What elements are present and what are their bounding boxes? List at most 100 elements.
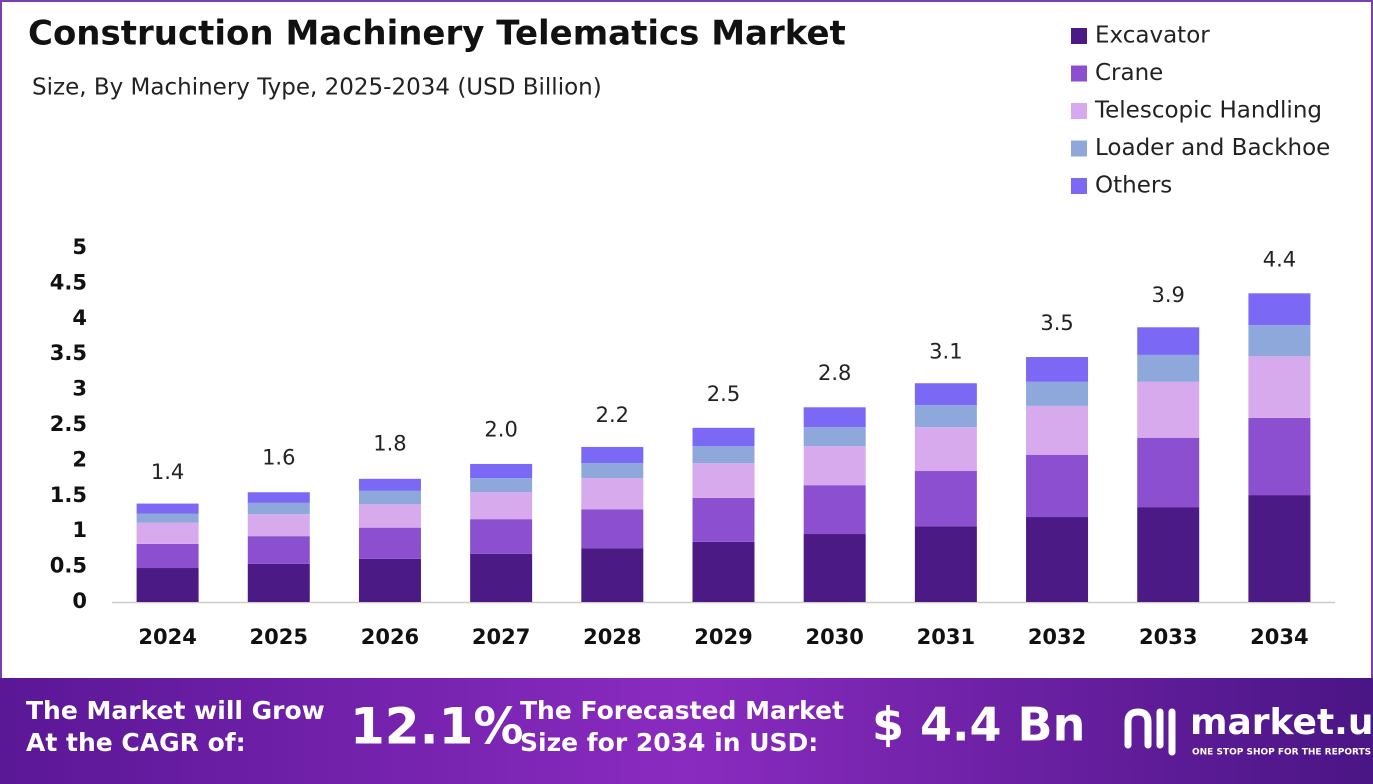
chart-title: Construction Machinery Telematics Market (28, 14, 846, 54)
x-tick-label: 2028 (583, 625, 641, 649)
footer-band (0, 678, 1373, 784)
bar-segment (1137, 507, 1200, 602)
bar-segment (581, 509, 644, 549)
cagr-text: At the CAGR of: (26, 728, 246, 757)
x-tick-label: 2027 (472, 625, 530, 649)
bar-segment (1137, 381, 1200, 438)
legend-swatch (1071, 103, 1087, 119)
legend-swatch (1071, 178, 1087, 194)
bar-segment (1026, 454, 1089, 518)
logo-icon (1124, 708, 1176, 756)
bar-segment (581, 446, 644, 464)
bar-segment (358, 490, 421, 505)
bar-segment (803, 534, 866, 602)
bar-segment (1137, 327, 1200, 355)
tagline: ONE STOP SHOP FOR THE REPORTS (1192, 748, 1371, 758)
total-label: 2.5 (707, 382, 740, 406)
total-label: 1.8 (373, 432, 406, 456)
bar-segment (247, 563, 310, 602)
bar-segment (470, 553, 533, 602)
bar-segment (692, 463, 755, 498)
y-tick-label: 0 (72, 589, 87, 613)
bar-segment (914, 383, 977, 406)
x-tick-label: 2034 (1250, 625, 1308, 649)
bar-segment (358, 504, 421, 528)
legend-swatch (1071, 28, 1087, 44)
y-tick-label: 4.5 (50, 270, 87, 294)
bar-segment (914, 526, 977, 602)
bar-segment (581, 463, 644, 479)
bar-segment (692, 446, 755, 464)
bar-segment (247, 502, 310, 515)
total-label: 3.5 (1040, 311, 1073, 335)
bar-segment (803, 427, 866, 447)
bar-segment (247, 492, 310, 503)
bar-segment (581, 548, 644, 602)
forecast-value: $ 4.4 Bn (872, 698, 1085, 752)
legend-label: Others (1095, 173, 1172, 199)
bar-segment (358, 527, 421, 559)
total-label: 3.9 (1152, 283, 1185, 307)
bar-segment (1248, 293, 1311, 326)
bar-segment (1026, 517, 1089, 602)
bar-segment (803, 485, 866, 535)
bar-segment (470, 478, 533, 493)
total-label: 1.6 (262, 446, 295, 470)
bar-segment (1137, 354, 1200, 382)
bar-segment (914, 471, 977, 527)
cagr-text: The Market will Grow (26, 696, 325, 725)
bar-segment (470, 463, 533, 479)
total-label: 2.2 (596, 403, 629, 427)
cagr-value: 12.1% (350, 698, 523, 756)
bar-segment (358, 478, 421, 491)
total-label: 4.4 (1263, 247, 1296, 271)
x-tick-label: 2032 (1028, 625, 1086, 649)
legend-label: Loader and Backhoe (1095, 135, 1330, 161)
bar-segment (914, 405, 977, 428)
x-tick-label: 2031 (917, 625, 975, 649)
bar-segment (1248, 417, 1311, 496)
bar-segment (470, 492, 533, 520)
brand: market.us (1190, 702, 1373, 743)
bar-segment (692, 427, 755, 447)
legend-swatch (1071, 140, 1087, 157)
total-label: 3.1 (929, 340, 962, 364)
legend-swatch (1071, 65, 1087, 82)
bar-segment (136, 568, 199, 602)
bar-segment (1248, 356, 1311, 418)
x-tick-label: 2024 (138, 625, 196, 649)
bar-segment (247, 514, 310, 537)
bar-segment (1026, 405, 1089, 455)
bar-segment (1248, 495, 1311, 602)
x-tick-label: 2026 (361, 625, 419, 649)
y-tick-label: 0.5 (50, 554, 87, 578)
total-label: 2.8 (818, 361, 851, 385)
bar-segment (581, 478, 644, 510)
bar-segment (1026, 357, 1089, 382)
bar-segment (692, 497, 755, 542)
legend-label: Excavator (1095, 23, 1210, 49)
bar-segment (136, 522, 199, 544)
bar-segment (136, 513, 199, 523)
bar-segment (358, 558, 421, 602)
y-tick-label: 2.5 (50, 412, 87, 436)
y-tick-label: 2 (72, 447, 87, 471)
x-tick-label: 2029 (694, 625, 752, 649)
legend-label: Crane (1095, 60, 1163, 86)
legend-label: Telescopic Handling (1094, 98, 1322, 124)
bar-segment (247, 536, 310, 564)
bar-segment (136, 543, 199, 569)
y-tick-label: 5 (72, 235, 87, 259)
forecast-text: Size for 2034 in USD: (520, 728, 818, 757)
bar-segment (914, 427, 977, 472)
total-label: 2.0 (484, 417, 517, 441)
chart-subtitle: Size, By Machinery Type, 2025-2034 (USD … (32, 75, 602, 101)
x-tick-label: 2030 (805, 625, 863, 649)
bar-segment (1248, 325, 1311, 357)
y-tick-label: 1 (72, 518, 87, 542)
y-tick-label: 4 (72, 306, 87, 330)
y-tick-label: 3 (72, 377, 87, 401)
bar-segment (136, 503, 199, 514)
